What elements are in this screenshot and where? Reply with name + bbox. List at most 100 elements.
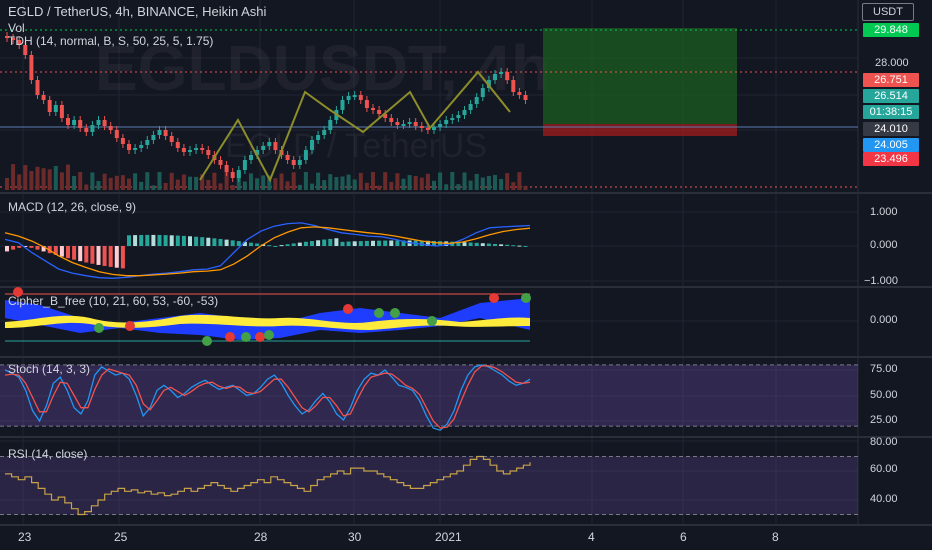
volume-bar <box>108 177 113 190</box>
macd-histogram-bar <box>255 243 260 246</box>
macd-histogram-bar <box>328 238 333 246</box>
volume-bar <box>523 185 528 190</box>
rsi-axis-80: 80.00 <box>870 436 898 448</box>
macd-histogram-bar <box>425 240 430 246</box>
volume-bar <box>163 182 168 190</box>
macd-histogram-bar <box>127 235 131 246</box>
candle-body <box>66 118 70 125</box>
stoch-axis-50: 50.00 <box>870 389 898 401</box>
candle-body <box>114 130 119 138</box>
currency-button[interactable]: USDT <box>862 3 914 21</box>
volume-bar <box>419 177 424 190</box>
volume-bar <box>486 176 491 190</box>
volume-bar <box>297 184 302 190</box>
x-tick-23: 23 <box>18 530 32 544</box>
cipher-label[interactable]: Cipher_B_free (10, 21, 60, 53, -60, -53) <box>8 294 219 308</box>
rsi-axis-60: 60.00 <box>870 463 898 475</box>
macd-histogram-bar <box>395 240 400 246</box>
volume-bar <box>468 180 473 190</box>
volume-bar <box>267 175 272 190</box>
cipher-buy-dot <box>374 308 384 318</box>
candle-body <box>188 150 192 152</box>
macd-panel[interactable] <box>4 222 531 279</box>
macd-histogram-bar <box>194 236 199 246</box>
macd-histogram-bar <box>358 241 363 246</box>
volume-bar <box>53 165 58 190</box>
macd-histogram-bar <box>120 246 125 269</box>
rsi-panel[interactable] <box>0 455 858 516</box>
candle-body <box>291 160 296 165</box>
price-tag-top: 29.848 <box>863 23 919 37</box>
volume-bar <box>517 172 522 190</box>
candle-body <box>285 155 290 160</box>
price-axis-28: 28.000 <box>875 57 909 69</box>
x-tick-30: 30 <box>348 530 362 544</box>
candle-body <box>145 140 150 145</box>
macd-histogram-bar <box>41 246 46 252</box>
cipher-buy-dot <box>94 323 104 333</box>
candle-body <box>133 148 138 150</box>
macd-histogram-bar <box>505 244 510 246</box>
cipher-sell-dot <box>13 287 23 297</box>
stoch-axis-25: 25.00 <box>870 414 898 426</box>
tdh-label[interactable]: TDH (14, normal, B, S, 50, 25, 5, 1.75) <box>8 34 214 48</box>
candle-body <box>480 88 485 97</box>
candle-body <box>90 125 95 132</box>
volume-bar <box>279 173 284 190</box>
candle-body <box>303 150 308 160</box>
vol-label[interactable]: Vol <box>8 21 25 35</box>
volume-bar <box>17 174 22 190</box>
macd-histogram-bar <box>352 241 357 246</box>
volume-bar <box>389 182 394 190</box>
volume-bar <box>59 172 64 190</box>
volume-bar <box>169 172 174 190</box>
cipher-panel[interactable] <box>5 287 531 346</box>
stoch-label[interactable]: Stoch (14, 3, 3) <box>8 362 91 376</box>
volume-bar <box>413 175 418 190</box>
candle-body <box>120 138 125 144</box>
chart-title[interactable]: EGLD / TetherUS, 4h, BINANCE, Heikin Ash… <box>8 4 267 19</box>
macd-histogram-bar <box>72 246 77 260</box>
volume-bar <box>371 172 375 190</box>
stoch-panel[interactable] <box>0 364 858 431</box>
countdown-tag: 01:38:15 <box>863 105 919 119</box>
candle-body <box>181 148 186 152</box>
volume-bar <box>66 164 70 190</box>
volume-bar <box>188 176 192 190</box>
volume-bar <box>139 181 144 190</box>
macd-histogram-bar <box>322 239 327 246</box>
volume-bar <box>273 178 278 190</box>
cipher-wave-area <box>5 298 530 340</box>
volume-bar <box>224 172 229 190</box>
macd-histogram-bar <box>175 235 180 246</box>
candle-body <box>35 80 40 95</box>
volume-bar <box>35 166 40 190</box>
volume-bar <box>285 181 290 190</box>
volume-bar <box>11 164 16 190</box>
macd-histogram-bar <box>188 236 192 246</box>
cipher-buy-dot <box>390 308 400 318</box>
macd-histogram-bar <box>17 246 22 248</box>
macd-histogram-bar <box>401 240 406 246</box>
candle-body <box>218 160 223 165</box>
candle-body <box>328 120 333 130</box>
candle-body <box>297 160 302 165</box>
macd-histogram-bar <box>291 243 296 246</box>
position-box-profit[interactable] <box>543 28 737 124</box>
volume-bar <box>114 175 119 190</box>
x-tick-8: 8 <box>772 530 779 544</box>
candle-body <box>517 92 522 95</box>
candle-body <box>499 72 504 74</box>
candle-body <box>53 105 58 112</box>
stoch-d-line <box>4 365 531 429</box>
candles[interactable] <box>5 32 528 182</box>
macd-histogram-bar <box>200 237 205 246</box>
macd-label[interactable]: MACD (12, 26, close, 9) <box>8 200 137 214</box>
rsi-label[interactable]: RSI (14, close) <box>8 447 88 461</box>
macd-histogram-bar <box>303 241 308 246</box>
macd-histogram-bar <box>340 241 345 246</box>
macd-histogram-bar <box>346 241 351 246</box>
candle-body <box>249 155 253 160</box>
position-box-loss[interactable] <box>543 124 737 136</box>
